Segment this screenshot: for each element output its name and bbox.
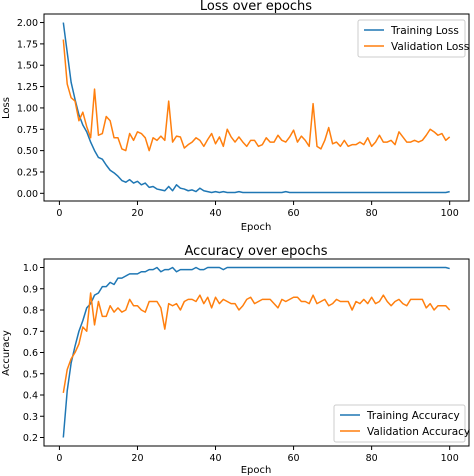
- validation-loss-line: [62, 39, 451, 152]
- accuracy-x-ticks: 0 20 40 60 80 100: [56, 446, 459, 464]
- loss-x-axis-label: Epoch: [241, 222, 272, 233]
- accuracy-y-tick-label: 0.2: [23, 433, 38, 444]
- loss-series-lines: [62, 22, 451, 194]
- accuracy-x-tick-label: 40: [209, 453, 221, 464]
- accuracy-chart-title: Accuracy over epochs: [185, 244, 328, 259]
- accuracy-x-tick-label: 100: [441, 453, 459, 464]
- accuracy-y-tick-label: 0.8: [23, 306, 38, 317]
- legend-label-training-loss: Training Loss: [390, 25, 459, 37]
- accuracy-y-tick-label: 0.6: [23, 348, 38, 359]
- loss-y-axis-label: Loss: [1, 97, 12, 119]
- accuracy-series-lines: [62, 266, 451, 438]
- loss-x-tick-label: 60: [288, 208, 300, 219]
- loss-y-tick-label: 1.50: [17, 61, 38, 72]
- accuracy-x-tick-label: 80: [366, 453, 378, 464]
- validation-accuracy-line: [62, 292, 451, 394]
- loss-x-tick-label: 100: [441, 208, 459, 219]
- accuracy-x-axis-label: Epoch: [241, 465, 272, 476]
- accuracy-x-tick-label: 60: [288, 453, 300, 464]
- accuracy-x-tick-label: 20: [131, 453, 143, 464]
- accuracy-y-tick-label: 0.7: [23, 327, 38, 338]
- loss-legend: Training Loss Validation Loss: [357, 19, 469, 58]
- legend-label-validation-loss: Validation Loss: [391, 41, 469, 53]
- loss-x-tick-label: 80: [366, 208, 378, 219]
- legend-label-validation-accuracy: Validation Accuracy: [367, 426, 470, 438]
- loss-x-tick-label: 20: [131, 208, 143, 219]
- accuracy-y-tick-label: 0.9: [23, 284, 38, 295]
- accuracy-x-tick-label: 0: [56, 453, 62, 464]
- loss-chart-title: Loss over epochs: [200, 0, 312, 14]
- loss-y-tick-label: 0.00: [17, 189, 38, 200]
- training-accuracy-line: [62, 266, 450, 438]
- loss-x-tick-label: 40: [209, 208, 221, 219]
- loss-y-tick-label: 1.25: [17, 82, 38, 93]
- loss-legend-box: [357, 19, 466, 58]
- loss-y-ticks: 0.00 0.25 0.50 0.75 1.00 1.25 1.50 1.75 2.00: [17, 18, 44, 200]
- accuracy-y-tick-label: 0.3: [23, 412, 38, 423]
- loss-y-tick-label: 0.25: [17, 167, 38, 178]
- loss-chart: Loss over epochs 0 20 40 60 80 100 0.000.250.…: [1, 0, 470, 233]
- accuracy-y-tick-label: 1.0: [23, 263, 38, 274]
- accuracy-legend-box: [333, 404, 466, 443]
- accuracy-y-tick-label: 0.5: [23, 369, 38, 380]
- accuracy-chart: Accuracy over epochs 0 20 40 60 80 100 0.2 0.3…: [1, 244, 470, 476]
- legend-label-training-accuracy: Training Accuracy: [366, 410, 460, 422]
- loss-y-tick-label: 0.75: [17, 125, 38, 136]
- loss-y-tick-label: 1.00: [17, 103, 38, 114]
- accuracy-y-tick-label: 0.4: [23, 391, 38, 402]
- training-loss-line: [62, 22, 450, 194]
- loss-y-tick-label: 2.00: [17, 18, 38, 29]
- loss-x-ticks: 0 20 40 60 80 100: [56, 201, 459, 219]
- loss-y-tick-label: 1.75: [17, 39, 38, 50]
- loss-y-tick-label: 0.50: [17, 146, 38, 157]
- accuracy-y-axis-label: Accuracy: [1, 330, 12, 376]
- accuracy-y-ticks: 0.2 0.3 0.4 0.5 0.6 0.7 0.8 0.9 1.0: [23, 263, 44, 444]
- accuracy-legend: Training Accuracy Validation Accuracy: [333, 404, 470, 443]
- loss-x-tick-label: 0: [56, 208, 62, 219]
